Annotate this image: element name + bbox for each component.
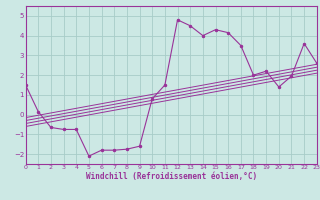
X-axis label: Windchill (Refroidissement éolien,°C): Windchill (Refroidissement éolien,°C) [86, 172, 257, 181]
